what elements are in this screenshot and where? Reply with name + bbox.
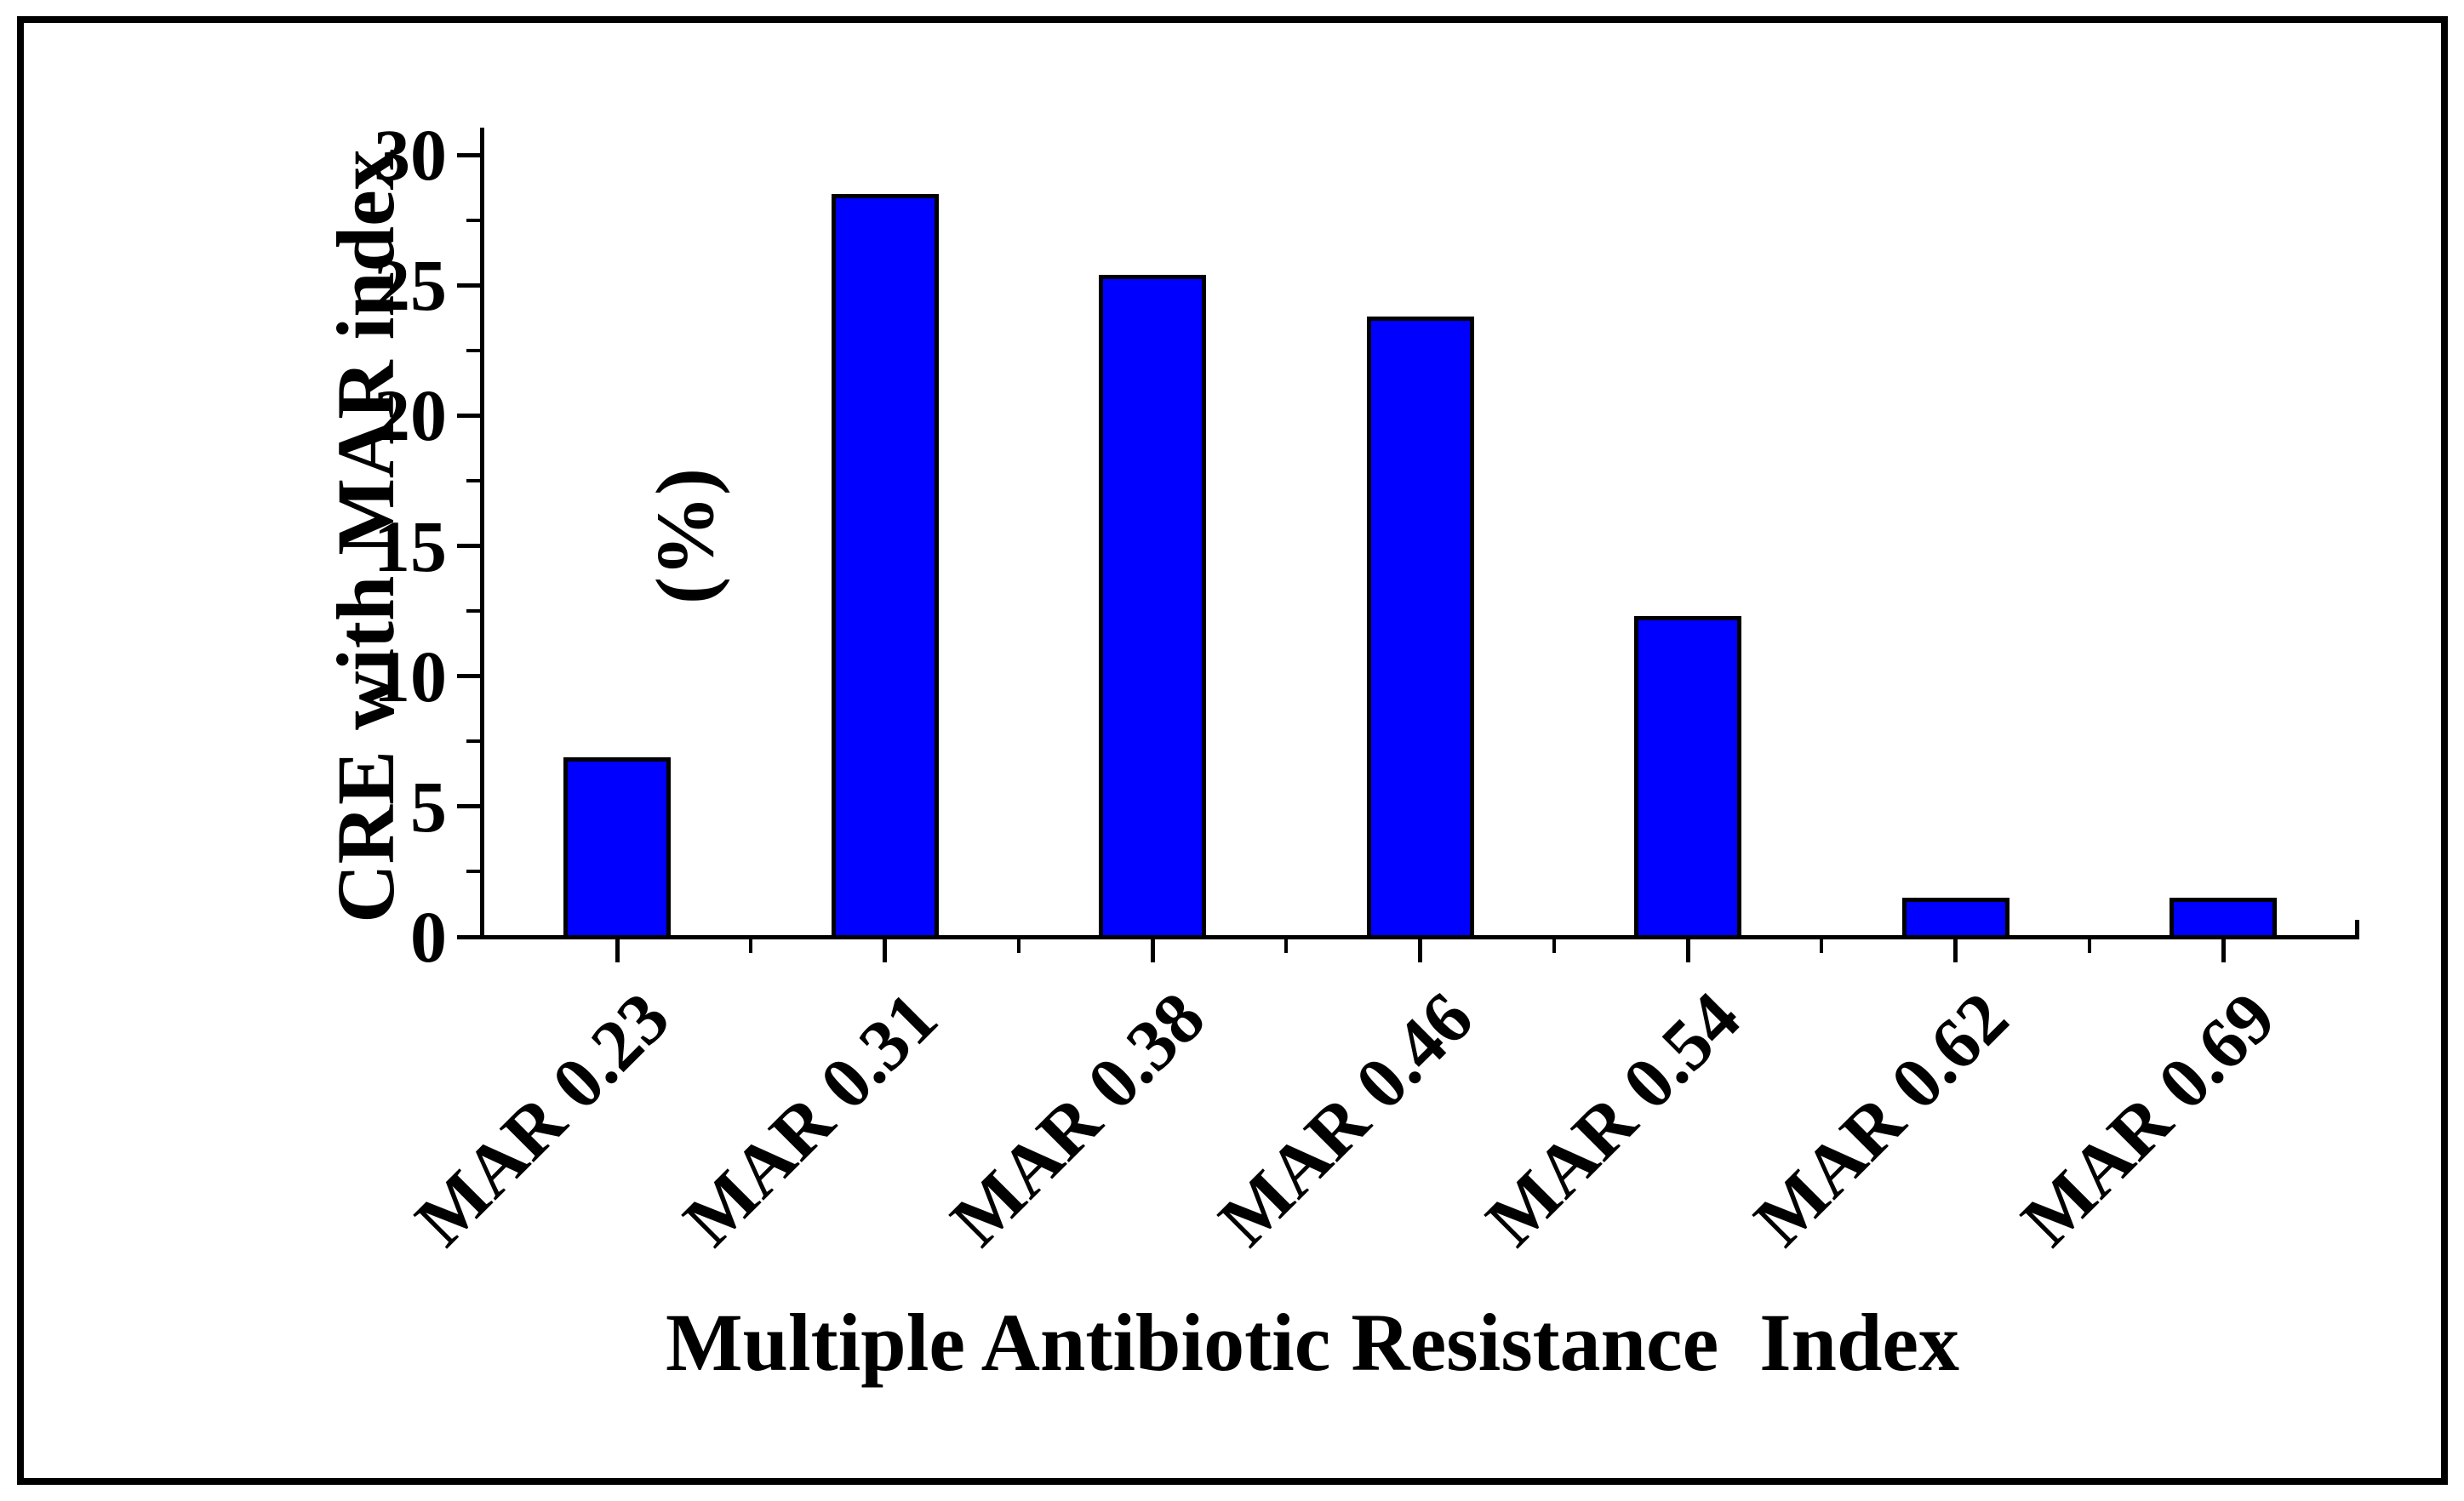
y-tick-label: 0	[410, 896, 447, 978]
y-tick-major	[457, 413, 480, 418]
x-axis-end-tick	[2355, 920, 2359, 935]
x-tick-major	[883, 939, 887, 962]
y-axis-title-unit: (%)	[639, 468, 730, 604]
y-tick-major	[457, 152, 480, 157]
y-tick-minor	[466, 218, 480, 222]
x-axis-title: Multiple Antibiotic Resistance Index	[665, 1297, 1959, 1388]
x-tick-minor	[1552, 939, 1556, 953]
figure-border	[17, 16, 2448, 1485]
y-tick-major	[457, 544, 480, 548]
y-tick-major	[457, 804, 480, 809]
y-tick-minor	[466, 478, 480, 482]
y-tick-minor	[466, 870, 480, 874]
bar	[563, 756, 671, 939]
bar	[1366, 316, 1474, 939]
x-tick-minor	[2087, 939, 2091, 953]
x-tick-major	[2221, 939, 2226, 962]
y-tick-label: 15	[374, 505, 447, 587]
x-tick-major	[615, 939, 620, 962]
y-tick-label: 30	[374, 114, 447, 196]
x-tick-major	[1953, 939, 1958, 962]
y-tick-minor	[466, 348, 480, 352]
x-tick-minor	[1284, 939, 1289, 953]
bar	[1099, 274, 1206, 939]
y-tick-minor	[466, 609, 480, 614]
y-tick-major	[457, 934, 480, 939]
y-axis-line	[480, 128, 484, 939]
x-tick-minor	[749, 939, 753, 953]
x-tick-minor	[1016, 939, 1020, 953]
bar	[1634, 616, 1741, 939]
x-tick-major	[1150, 939, 1155, 962]
y-axis-title-line1: CRE with MAR index	[320, 149, 411, 923]
y-tick-label: 5	[410, 765, 447, 848]
y-tick-label: 20	[374, 374, 447, 457]
x-tick-major	[1685, 939, 1690, 962]
y-tick-major	[457, 674, 480, 679]
y-tick-major	[457, 283, 480, 288]
bar	[2170, 898, 2277, 939]
bar	[1901, 898, 2010, 939]
y-axis-title: CRE with MAR index (%)	[100, 26, 730, 1047]
y-tick-label: 25	[374, 244, 447, 327]
y-tick-minor	[466, 739, 480, 744]
x-tick-minor	[1820, 939, 1824, 953]
x-tick-major	[1418, 939, 1422, 962]
bar	[831, 193, 939, 939]
y-tick-label: 10	[374, 635, 447, 717]
